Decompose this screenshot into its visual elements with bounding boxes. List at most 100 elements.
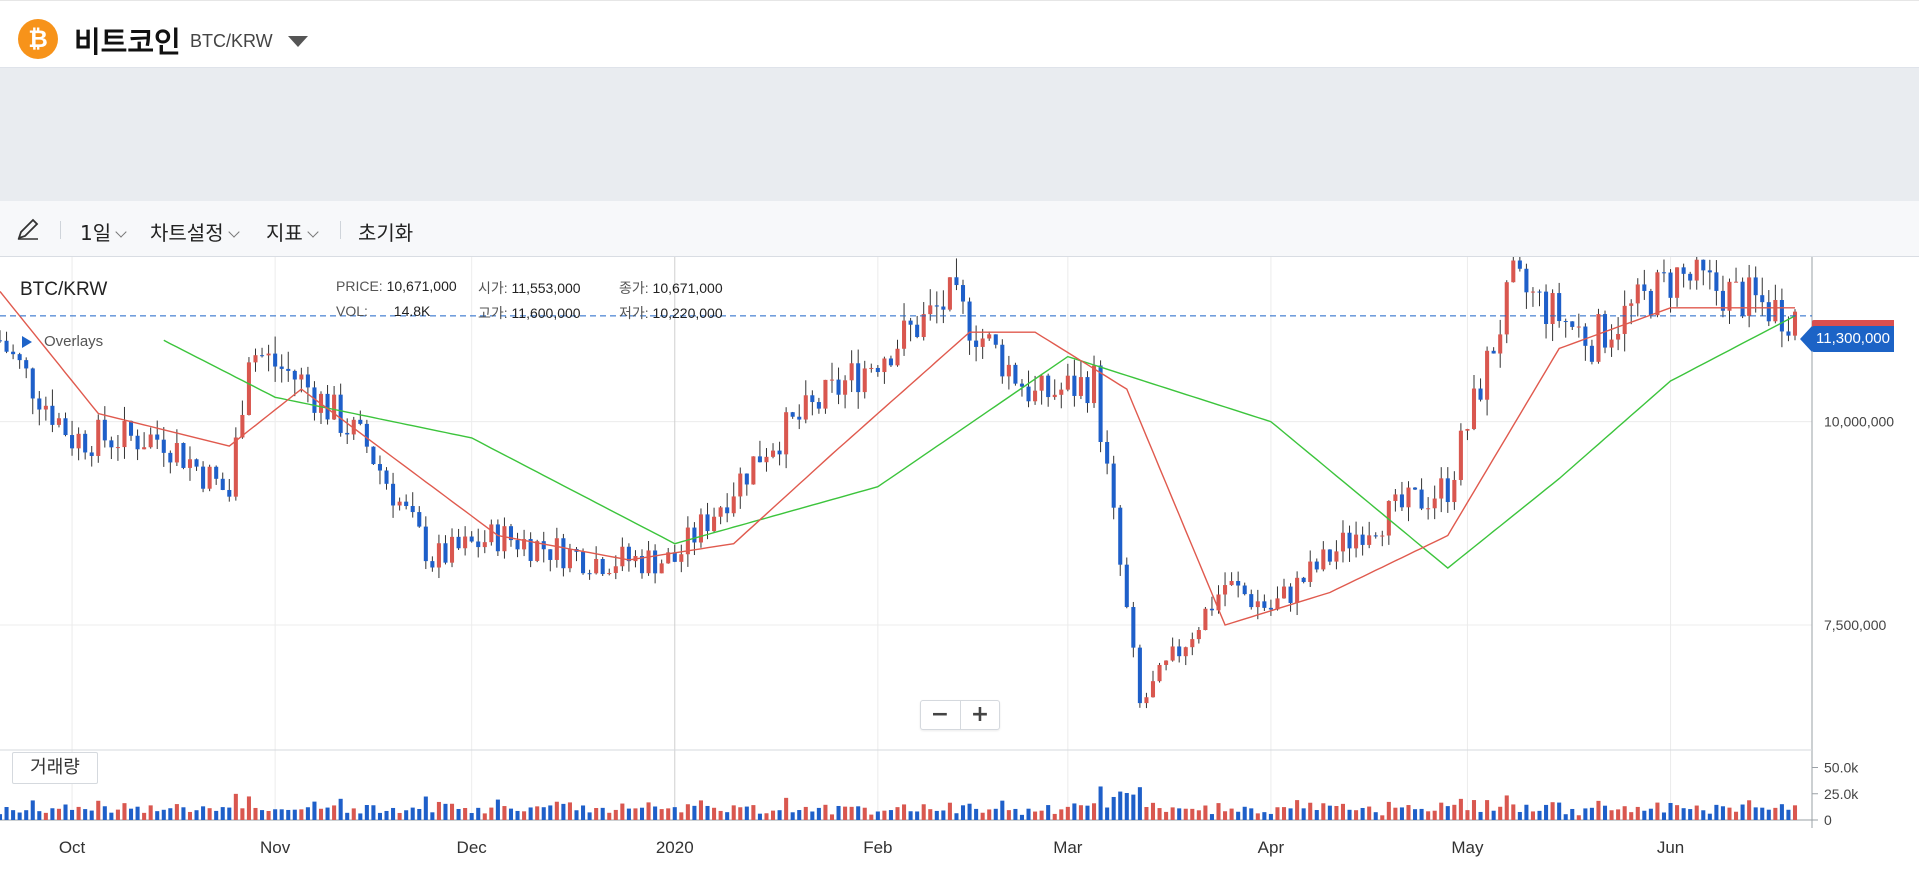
x-tick-label: 2020 xyxy=(656,838,694,857)
volume-bar xyxy=(1196,810,1201,820)
candle-body xyxy=(161,439,166,453)
volume-bar xyxy=(587,812,592,820)
zoom-out-button[interactable]: − xyxy=(930,702,950,727)
candle-body xyxy=(338,394,343,433)
volume-bar xyxy=(613,809,618,820)
volume-bar xyxy=(1039,810,1044,820)
candle-body xyxy=(43,405,48,410)
candle-body xyxy=(417,512,422,527)
volume-bar xyxy=(469,813,474,820)
price-chart[interactable]: 7,500,000 10,000,000 Oct Nov Dec 2020 Feb Mar Ap… xyxy=(0,257,1919,871)
overlays-toggle[interactable]: Overlays xyxy=(44,333,104,350)
candle-body xyxy=(1072,375,1077,396)
volume-bar xyxy=(639,807,645,820)
interval-select[interactable]: 1일 xyxy=(80,217,127,246)
volume-bar xyxy=(764,813,769,820)
chart-toolbar: 1일 차트설정 지표 초기화 xyxy=(0,201,1919,257)
play-icon[interactable] xyxy=(22,336,32,348)
volume-bar xyxy=(476,807,481,820)
candle-body xyxy=(1340,532,1346,552)
candle-body xyxy=(1720,290,1725,311)
volume-bar xyxy=(1530,811,1535,820)
volume-bar xyxy=(1150,802,1156,820)
volume-bar xyxy=(1006,810,1011,820)
candle-body xyxy=(1760,295,1765,303)
candle-body xyxy=(1563,321,1568,323)
volume-bar xyxy=(875,811,880,820)
candle-body xyxy=(620,546,625,567)
candle-body xyxy=(1065,375,1070,390)
candle-body xyxy=(1694,259,1699,281)
reset-button[interactable]: 초기화 xyxy=(358,221,414,245)
volume-bar xyxy=(1131,794,1136,820)
volume-bar xyxy=(502,806,507,820)
chart-settings-menu[interactable]: 차트설정 xyxy=(150,217,240,246)
close-label: 종가: xyxy=(619,280,649,296)
candle-body xyxy=(718,507,723,517)
pencil-icon[interactable] xyxy=(14,215,42,243)
candle-body xyxy=(1747,277,1752,316)
volume-bar xyxy=(338,798,343,820)
volume-bar xyxy=(0,814,3,820)
volume-bar xyxy=(1707,813,1712,820)
volume-bar xyxy=(495,799,500,820)
price-info: PRICE: 10,671,000 xyxy=(336,278,457,294)
toolbar-divider xyxy=(60,221,61,239)
volume-bar xyxy=(1734,811,1739,820)
candle-body xyxy=(1740,281,1745,316)
chevron-down-icon[interactable] xyxy=(288,36,308,47)
volume-bar xyxy=(1177,808,1182,820)
volume-bar xyxy=(207,808,212,820)
volume-bar xyxy=(174,804,179,820)
volume-bar xyxy=(1288,808,1293,820)
candle-body xyxy=(1786,331,1791,336)
candle-body xyxy=(1085,377,1090,404)
candle-body xyxy=(476,541,481,548)
volume-bar xyxy=(902,804,907,820)
candle-body xyxy=(1393,494,1398,501)
volume-bar xyxy=(1327,805,1332,820)
volume-bar xyxy=(823,804,828,820)
volume-bar xyxy=(1399,807,1404,820)
volume-bar xyxy=(96,800,101,820)
volume-bar xyxy=(1576,815,1581,820)
volume-bar xyxy=(1268,813,1273,820)
close-value: 10,671,000 xyxy=(652,280,723,296)
volume-bar xyxy=(1098,786,1103,820)
candle-body xyxy=(1367,535,1372,545)
volume-bar xyxy=(430,812,435,820)
candle-body xyxy=(692,527,697,543)
candle-body xyxy=(305,374,310,388)
candle-body xyxy=(76,433,81,449)
header: ₿ 비트코인 BTC/KRW xyxy=(0,0,1919,68)
volume-bar xyxy=(1386,801,1391,820)
candle-body xyxy=(1092,365,1097,404)
candle-body xyxy=(155,434,160,440)
coin-name: 비트코인 xyxy=(74,25,181,59)
volume-bar xyxy=(364,805,369,820)
volume-bar xyxy=(954,813,959,820)
zoom-in-button[interactable]: + xyxy=(960,701,999,729)
candle-body xyxy=(757,456,762,463)
candle-body xyxy=(1517,260,1522,269)
volume-tick-label: 25.0k xyxy=(1824,786,1859,802)
volume-bar xyxy=(1223,811,1228,820)
volume-bar xyxy=(135,806,140,820)
candle-body xyxy=(1295,577,1300,603)
candle-body xyxy=(1399,494,1404,508)
volume-bar xyxy=(653,806,658,820)
volume-bar xyxy=(30,800,35,820)
candle-body xyxy=(587,573,592,575)
volume-bar xyxy=(836,805,841,820)
volume-bar xyxy=(1452,804,1457,820)
volume-bar xyxy=(292,809,297,820)
indicators-menu[interactable]: 지표 xyxy=(266,217,319,246)
candle-body xyxy=(260,355,265,357)
volume-bar xyxy=(4,807,9,820)
volume-bar xyxy=(672,807,677,820)
candle-body xyxy=(1242,585,1247,595)
volume-bar xyxy=(1393,807,1398,820)
candle-body xyxy=(1052,394,1057,398)
volume-bar xyxy=(692,805,697,820)
candle-body xyxy=(397,501,402,506)
